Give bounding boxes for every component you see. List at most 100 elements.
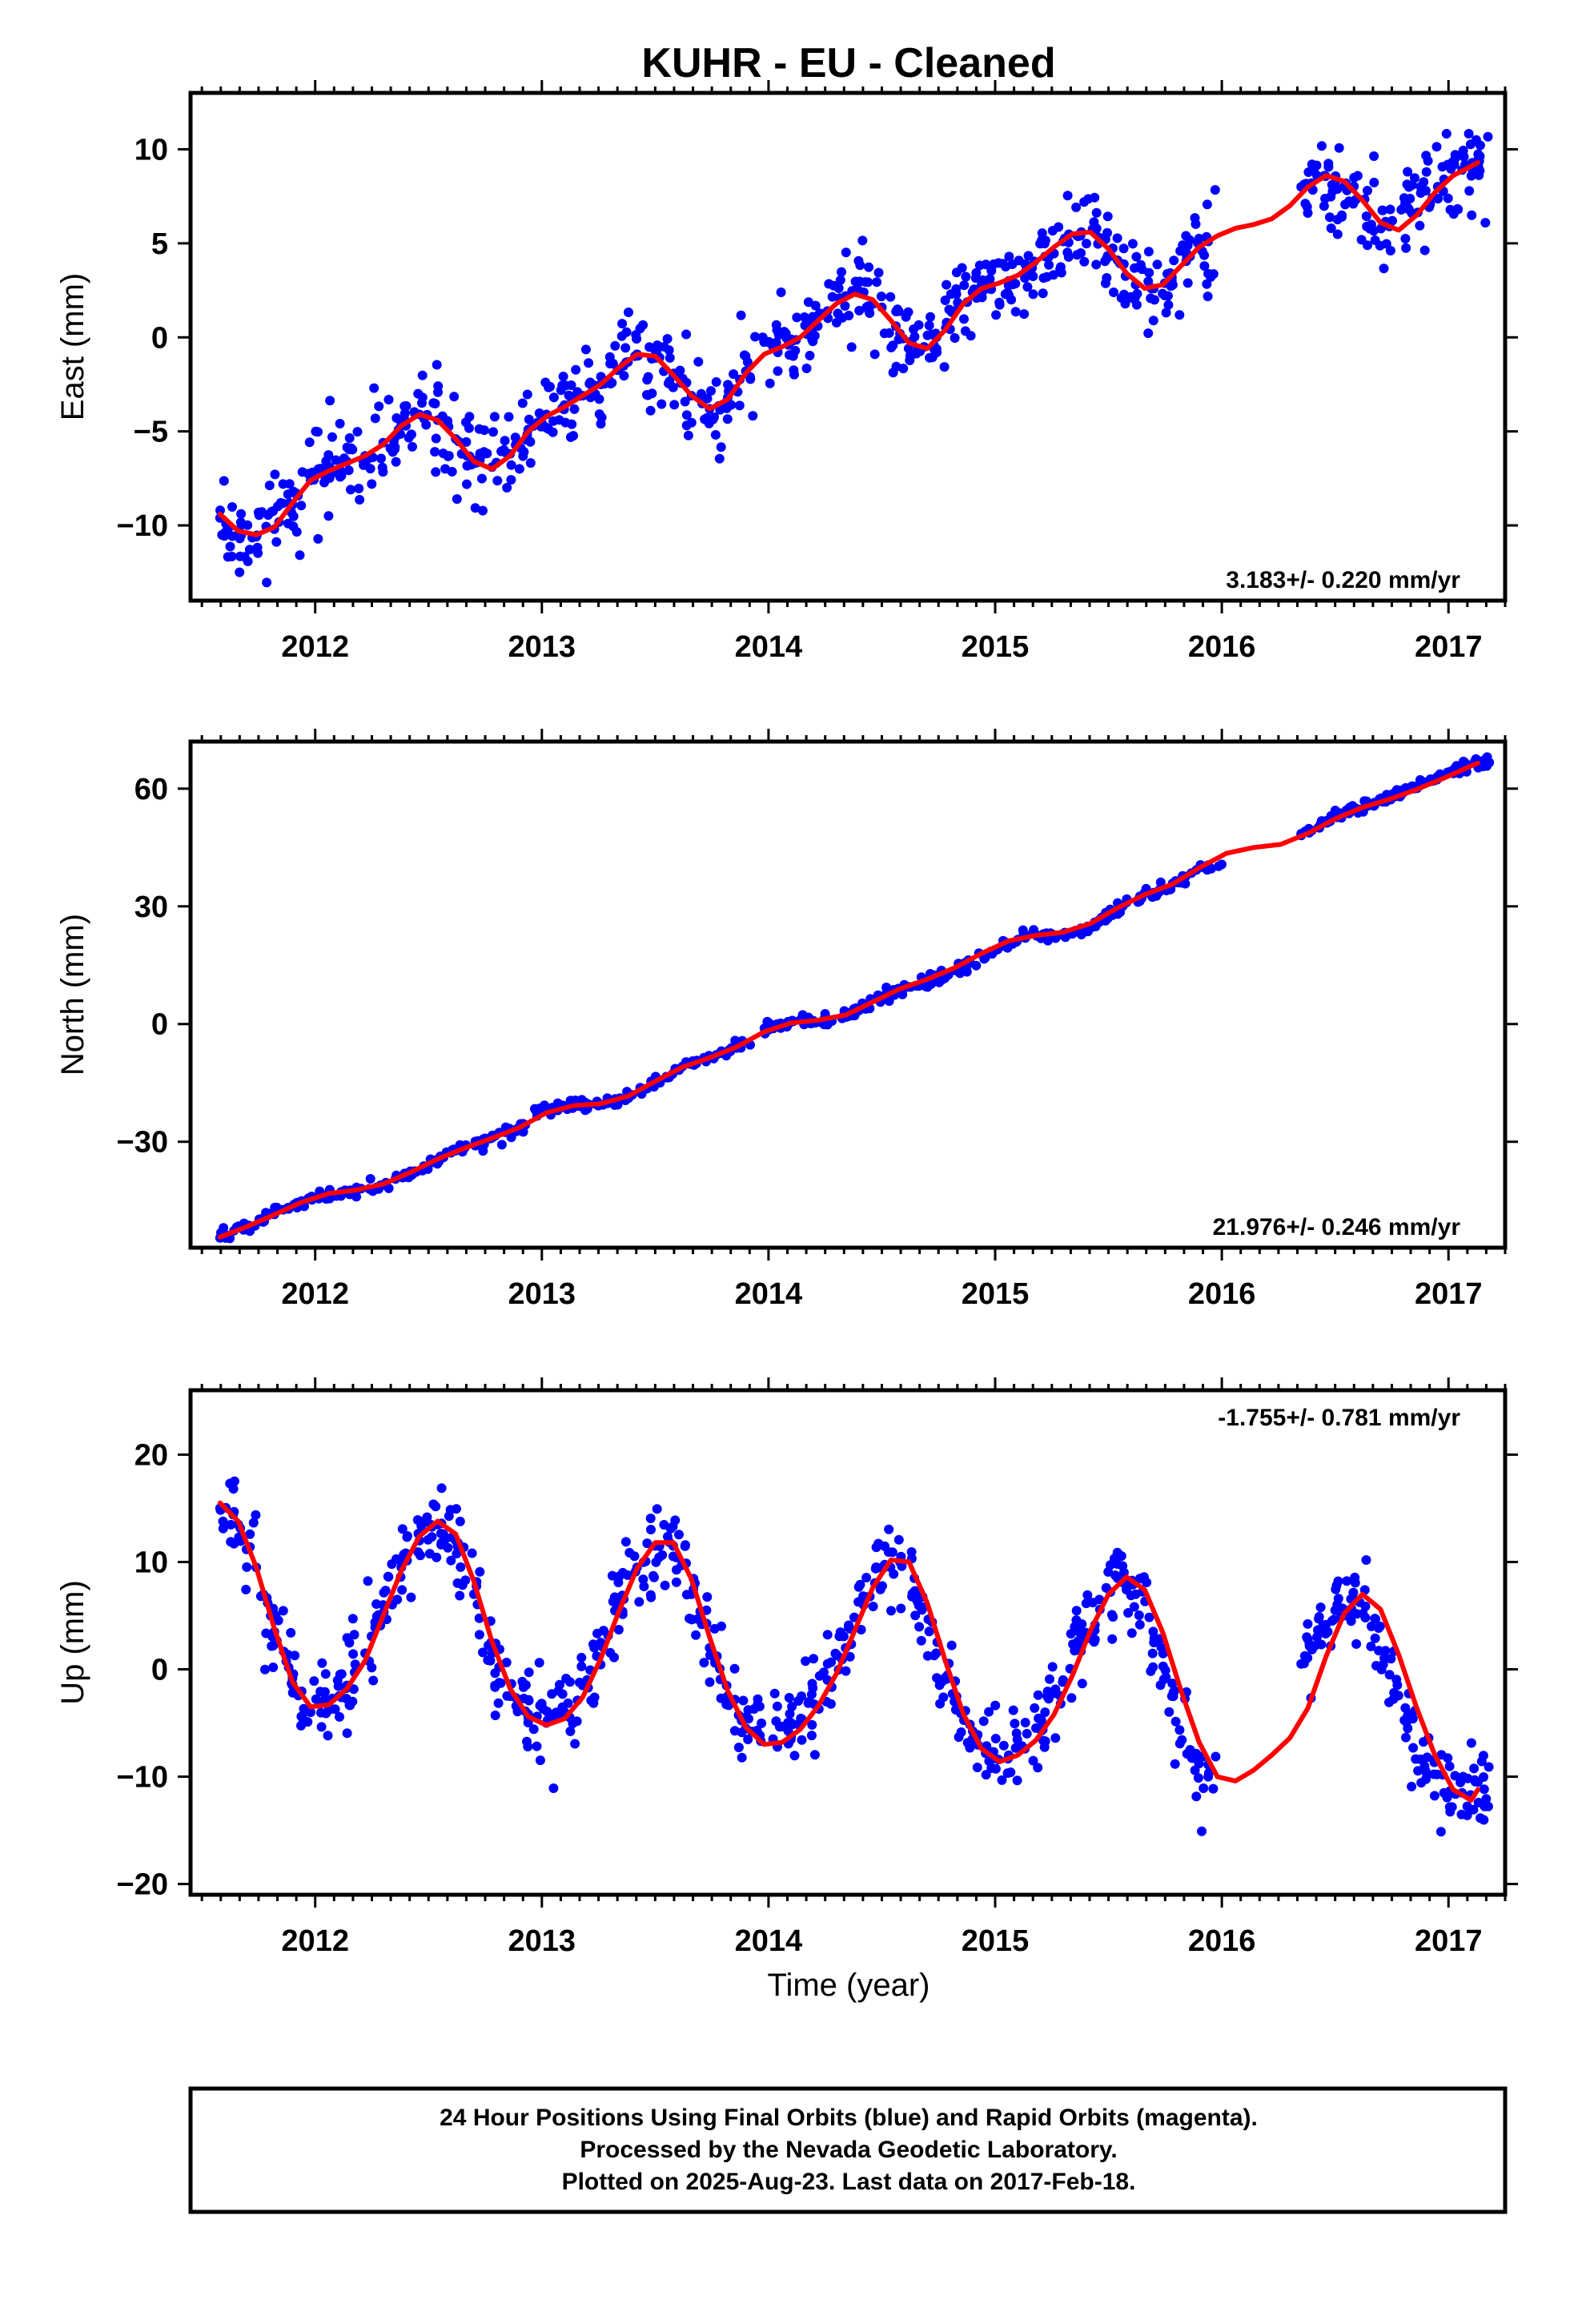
footer-line-3: Plotted on 2025-Aug-23. Last data on 201… xyxy=(562,2169,1136,2195)
east-data-point xyxy=(714,453,725,464)
east-y-tick-label: 10 xyxy=(135,133,168,167)
up-data-point xyxy=(268,1663,279,1672)
east-data-point xyxy=(681,410,692,420)
up-x-tick-label: 2016 xyxy=(1188,1924,1256,1958)
up-data-point xyxy=(1422,1752,1432,1763)
up-data-point xyxy=(483,1655,493,1665)
east-data-point xyxy=(1445,204,1456,215)
up-data-point xyxy=(997,1775,1007,1785)
up-data-point xyxy=(1407,1781,1417,1791)
up-data-point xyxy=(743,1705,753,1715)
east-data-point xyxy=(840,301,850,311)
east-data-point xyxy=(715,404,725,415)
east-data-point xyxy=(569,404,580,414)
up-data-point xyxy=(1020,1718,1030,1727)
up-data-point xyxy=(1374,1623,1383,1633)
east-data-point xyxy=(608,359,618,368)
east-data-point xyxy=(940,296,950,305)
up-data-point xyxy=(1342,1576,1352,1586)
east-data-point xyxy=(1118,243,1129,254)
east-data-point xyxy=(939,362,950,372)
east-data-point xyxy=(1450,153,1460,163)
up-data-point xyxy=(804,1696,814,1707)
up-data-point xyxy=(648,1570,658,1581)
east-data-point xyxy=(773,366,783,376)
north-x-tick-label: 2015 xyxy=(962,1277,1030,1311)
east-data-point xyxy=(525,458,536,468)
up-data-point xyxy=(315,1687,326,1697)
east-data-point xyxy=(837,267,846,277)
east-data-point xyxy=(855,260,865,271)
east-data-point xyxy=(227,502,237,512)
east-data-point xyxy=(1071,202,1082,212)
east-data-point xyxy=(1480,218,1491,228)
east-data-point xyxy=(1047,226,1058,236)
up-data-point xyxy=(699,1658,709,1668)
east-data-point xyxy=(1199,250,1210,260)
up-data-point xyxy=(1042,1691,1053,1702)
up-data-point xyxy=(671,1577,681,1587)
east-data-point xyxy=(431,467,441,477)
up-data-point xyxy=(347,1614,358,1624)
up-data-point xyxy=(1170,1759,1180,1769)
up-data-point xyxy=(431,1502,441,1512)
up-data-point xyxy=(552,1707,561,1718)
up-data-point xyxy=(1444,1761,1455,1771)
up-data-point xyxy=(639,1582,649,1591)
east-data-point xyxy=(710,430,721,440)
up-data-point xyxy=(884,1524,894,1534)
east-data-point xyxy=(1102,211,1113,222)
east-data-point xyxy=(519,447,529,457)
up-data-point xyxy=(261,1628,271,1638)
up-data-point xyxy=(427,1532,437,1542)
east-data-point xyxy=(1202,279,1212,289)
east-data-point xyxy=(335,419,345,428)
up-data-point xyxy=(478,1647,488,1658)
east-data-point xyxy=(1403,182,1414,192)
up-data-point xyxy=(287,1687,298,1698)
up-data-point xyxy=(251,1510,261,1520)
up-data-point xyxy=(490,1668,500,1679)
up-data-point xyxy=(1331,1580,1342,1590)
east-data-point xyxy=(961,271,971,282)
up-data-point xyxy=(1164,1707,1174,1717)
up-data-point xyxy=(849,1612,859,1622)
east-data-point xyxy=(504,412,514,422)
up-data-point xyxy=(809,1750,820,1760)
east-data-point xyxy=(560,417,571,428)
up-data-point xyxy=(1314,1611,1324,1622)
east-data-point xyxy=(517,398,528,408)
east-data-point xyxy=(1120,299,1130,309)
up-data-point xyxy=(397,1524,408,1534)
up-data-point xyxy=(1174,1725,1185,1735)
up-data-point xyxy=(392,1594,403,1605)
east-data-point xyxy=(346,485,355,495)
east-data-point xyxy=(652,340,662,351)
up-data-point xyxy=(845,1651,855,1662)
up-data-point xyxy=(809,1654,819,1664)
up-data-point xyxy=(1144,1612,1154,1622)
north-x-ticks xyxy=(200,729,1507,1261)
east-data-point xyxy=(271,537,282,547)
east-data-point xyxy=(1326,223,1336,233)
up-data-point xyxy=(642,1538,652,1549)
east-data-point xyxy=(408,441,417,452)
east-data-point xyxy=(296,501,307,511)
east-data-point xyxy=(390,442,400,452)
east-data-point xyxy=(335,472,345,482)
up-data-point xyxy=(1327,1616,1337,1626)
up-data-point xyxy=(218,1516,228,1526)
up-data-point xyxy=(496,1678,506,1688)
east-data-point xyxy=(605,379,616,389)
east-data-point xyxy=(869,349,880,360)
up-data-point xyxy=(924,1626,934,1637)
east-data-point xyxy=(966,331,976,341)
up-data-point xyxy=(1194,1759,1204,1769)
east-data-point xyxy=(1169,255,1179,266)
east-data-point xyxy=(1379,263,1389,274)
up-data-point xyxy=(296,1720,306,1731)
east-data-point xyxy=(1415,220,1425,231)
up-data-point xyxy=(797,1735,807,1745)
up-data-point xyxy=(1033,1763,1043,1773)
up-data-point xyxy=(363,1576,373,1586)
